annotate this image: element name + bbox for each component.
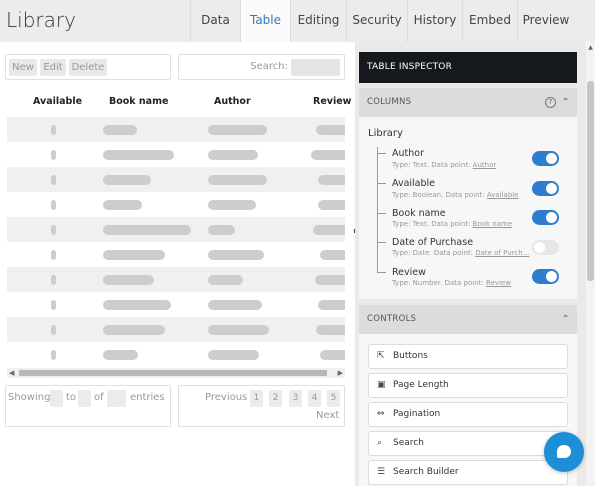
field-desc-review: Type: Number. Data point: Review bbox=[392, 279, 511, 287]
table-row[interactable] bbox=[7, 167, 345, 192]
info-entries: entries bbox=[130, 392, 165, 403]
table-buttons: New Edit Delete bbox=[5, 54, 171, 80]
cursor-icon: ⇱ bbox=[377, 351, 385, 361]
vertical-scrollbar-thumb[interactable] bbox=[587, 81, 594, 281]
columns-section-title: COLUMNS bbox=[367, 97, 412, 107]
top-bar: Library Data Table Editing Security Hist… bbox=[0, 0, 595, 42]
toggle-author[interactable] bbox=[532, 151, 559, 166]
page-button[interactable]: 5 bbox=[327, 390, 340, 407]
inspector-title: TABLE INSPECTOR bbox=[359, 52, 577, 83]
pagination: Previous 1 2 3 4 5 Next bbox=[178, 385, 345, 427]
data-point-link[interactable]: Book name bbox=[472, 220, 513, 228]
data-point-link[interactable]: Author bbox=[472, 161, 497, 169]
chat-button[interactable] bbox=[544, 432, 584, 472]
new-button[interactable]: New bbox=[9, 59, 37, 76]
table-row[interactable] bbox=[7, 317, 345, 342]
page-length-icon: ▣ bbox=[377, 380, 386, 390]
page-button[interactable]: 3 bbox=[289, 390, 302, 407]
columns-section-body bbox=[359, 117, 577, 299]
tab-preview[interactable]: Preview bbox=[517, 0, 574, 42]
field-desc-available: Type: Boolean. Data point: Available bbox=[392, 191, 519, 199]
tab-table[interactable]: Table bbox=[240, 0, 290, 42]
table-row[interactable] bbox=[7, 117, 345, 142]
tab-security[interactable]: Security bbox=[346, 0, 407, 42]
toggle-available[interactable] bbox=[532, 181, 559, 196]
data-point-link[interactable]: Date of Purch... bbox=[475, 249, 530, 257]
field-name-review: Review bbox=[392, 267, 426, 278]
toggle-review[interactable] bbox=[532, 269, 559, 284]
search-input[interactable] bbox=[291, 59, 340, 76]
field-desc-author: Type: Text. Data point: Author bbox=[392, 161, 497, 169]
data-point-link[interactable]: Review bbox=[485, 279, 511, 287]
field-name-date-of-purchase: Date of Purchase bbox=[392, 237, 474, 248]
field-desc-date-of-purchase: Type: Date. Data point: Date of Purch... bbox=[392, 249, 530, 257]
field-name-book-name: Book name bbox=[392, 208, 446, 219]
toggle-date-of-purchase[interactable] bbox=[532, 240, 559, 255]
column-header-book-name[interactable]: Book name bbox=[109, 96, 169, 107]
tab-editing[interactable]: Editing bbox=[290, 0, 346, 42]
control-pagination[interactable]: ⇔ Pagination bbox=[368, 402, 568, 427]
control-search-builder[interactable]: ☰ Search Builder bbox=[368, 460, 568, 485]
chevron-up-icon[interactable]: ⌃ bbox=[561, 314, 570, 325]
previous-button[interactable]: Previous bbox=[205, 392, 248, 403]
tab-bar: Data Table Editing Security History Embe… bbox=[190, 0, 574, 42]
scroll-left-icon[interactable]: ◀ bbox=[9, 369, 15, 377]
table-row[interactable] bbox=[7, 292, 345, 317]
column-header-available[interactable]: Available bbox=[33, 96, 83, 107]
info-to: to bbox=[66, 392, 77, 403]
control-search[interactable]: ⌕ Search bbox=[368, 431, 568, 456]
search-icon: ⌕ bbox=[377, 438, 383, 448]
control-buttons[interactable]: ⇱ Buttons bbox=[368, 344, 568, 369]
search-builder-icon: ☰ bbox=[377, 467, 386, 477]
library-label: Library bbox=[368, 128, 403, 139]
table-row[interactable] bbox=[7, 217, 345, 242]
table-row[interactable] bbox=[7, 242, 345, 267]
controls-section-title: CONTROLS bbox=[367, 314, 417, 324]
control-page-length[interactable]: ▣ Page Length bbox=[368, 373, 568, 398]
info-of: of bbox=[94, 392, 104, 403]
help-icon[interactable]: ? bbox=[545, 97, 556, 108]
scrollbar-thumb[interactable] bbox=[19, 370, 327, 376]
tree-line bbox=[377, 147, 378, 273]
field-desc-book-name: Type: Text. Data point: Book name bbox=[392, 220, 513, 228]
tab-history[interactable]: History bbox=[407, 0, 462, 42]
table-row[interactable] bbox=[7, 192, 345, 217]
page-button[interactable]: 1 bbox=[250, 390, 263, 407]
scroll-up-icon[interactable]: ▲ bbox=[588, 44, 593, 51]
toggle-book-name[interactable] bbox=[532, 210, 559, 225]
table-search: Search: bbox=[178, 54, 345, 80]
field-name-author: Author bbox=[392, 148, 424, 159]
field-name-available: Available bbox=[392, 178, 436, 189]
horizontal-scrollbar[interactable]: ◀ ▶ bbox=[7, 368, 345, 378]
column-header-author[interactable]: Author bbox=[214, 96, 251, 107]
controls-section-header[interactable]: CONTROLS ⌃ bbox=[359, 305, 577, 334]
tab-data[interactable]: Data bbox=[190, 0, 240, 42]
tab-embed[interactable]: Embed bbox=[462, 0, 517, 42]
chat-icon bbox=[557, 445, 571, 458]
table-row[interactable] bbox=[7, 342, 345, 367]
vertical-scrollbar[interactable]: ▲ bbox=[586, 42, 595, 486]
delete-button[interactable]: Delete bbox=[69, 59, 107, 76]
data-point-link[interactable]: Available bbox=[486, 191, 519, 199]
columns-section-header[interactable]: COLUMNS ? ⌃ bbox=[359, 88, 577, 117]
chevron-up-icon[interactable]: ⌃ bbox=[561, 97, 570, 108]
scroll-right-icon[interactable]: ▶ bbox=[337, 369, 343, 377]
info-showing: Showing bbox=[8, 392, 51, 403]
app-title: Library bbox=[6, 8, 76, 32]
table-info: Showing to of entries bbox=[5, 385, 171, 427]
page-button[interactable]: 2 bbox=[269, 390, 282, 407]
column-header-review[interactable]: Review bbox=[313, 96, 352, 107]
edit-button[interactable]: Edit bbox=[40, 59, 66, 76]
table-row[interactable] bbox=[7, 267, 345, 292]
next-button[interactable]: Next bbox=[316, 410, 340, 421]
pagination-icon: ⇔ bbox=[377, 409, 385, 419]
table-row[interactable] bbox=[7, 142, 345, 167]
page-button[interactable]: 4 bbox=[308, 390, 321, 407]
search-label: Search: bbox=[250, 61, 288, 72]
